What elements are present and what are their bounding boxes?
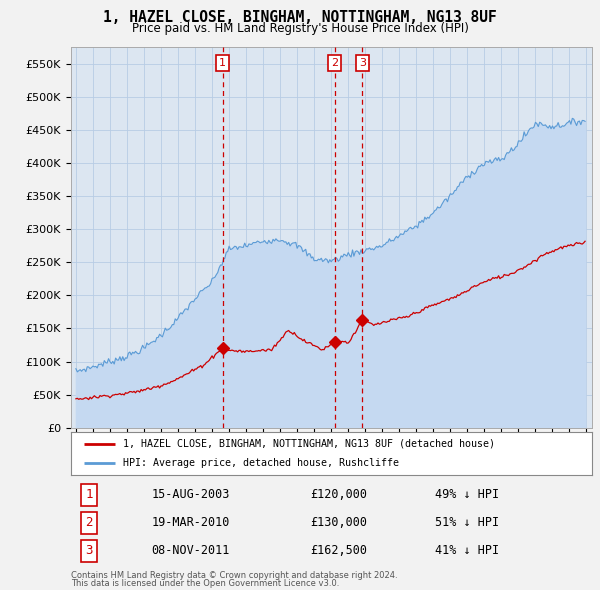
Text: 1, HAZEL CLOSE, BINGHAM, NOTTINGHAM, NG13 8UF: 1, HAZEL CLOSE, BINGHAM, NOTTINGHAM, NG1… xyxy=(103,10,497,25)
Text: £130,000: £130,000 xyxy=(310,516,367,529)
Text: 51% ↓ HPI: 51% ↓ HPI xyxy=(436,516,499,529)
Text: Contains HM Land Registry data © Crown copyright and database right 2024.: Contains HM Land Registry data © Crown c… xyxy=(71,571,397,579)
Text: 3: 3 xyxy=(359,58,366,68)
Text: 08-NOV-2011: 08-NOV-2011 xyxy=(152,544,230,557)
Text: 1, HAZEL CLOSE, BINGHAM, NOTTINGHAM, NG13 8UF (detached house): 1, HAZEL CLOSE, BINGHAM, NOTTINGHAM, NG1… xyxy=(123,439,495,449)
Text: 1: 1 xyxy=(219,58,226,68)
Text: £162,500: £162,500 xyxy=(310,544,367,557)
Text: 15-AUG-2003: 15-AUG-2003 xyxy=(152,489,230,502)
Text: This data is licensed under the Open Government Licence v3.0.: This data is licensed under the Open Gov… xyxy=(71,579,339,588)
Text: 49% ↓ HPI: 49% ↓ HPI xyxy=(436,489,499,502)
Text: 41% ↓ HPI: 41% ↓ HPI xyxy=(436,544,499,557)
Text: 2: 2 xyxy=(331,58,338,68)
Text: Price paid vs. HM Land Registry's House Price Index (HPI): Price paid vs. HM Land Registry's House … xyxy=(131,22,469,35)
Text: HPI: Average price, detached house, Rushcliffe: HPI: Average price, detached house, Rush… xyxy=(123,458,399,468)
Text: 19-MAR-2010: 19-MAR-2010 xyxy=(152,516,230,529)
Text: £120,000: £120,000 xyxy=(310,489,367,502)
Text: 1: 1 xyxy=(85,489,93,502)
Text: 2: 2 xyxy=(85,516,93,529)
Text: 3: 3 xyxy=(85,544,93,557)
